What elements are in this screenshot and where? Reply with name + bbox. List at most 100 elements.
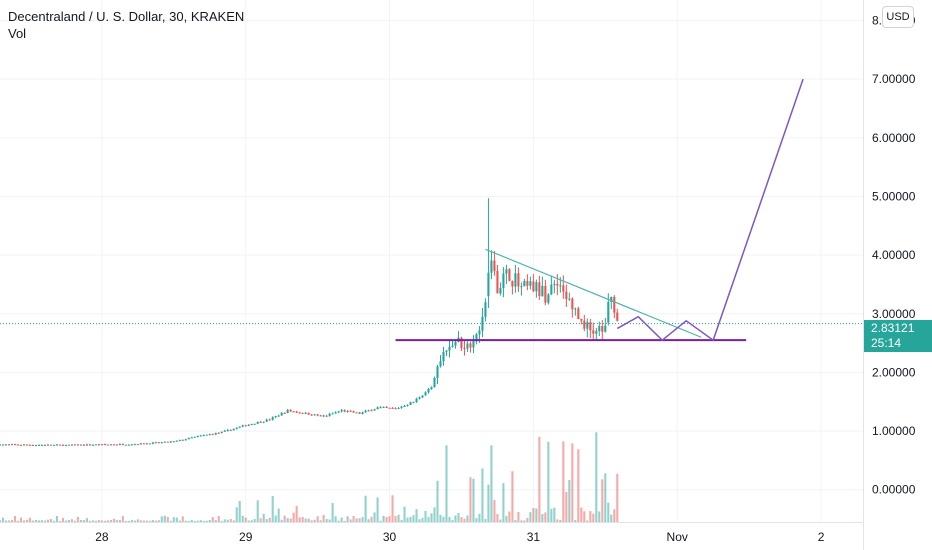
- candle-body: [541, 285, 544, 297]
- candle-body: [94, 444, 97, 446]
- candle-body: [304, 412, 307, 414]
- candle-body: [613, 296, 616, 313]
- candle-body: [268, 419, 271, 421]
- volume-bar: [319, 520, 322, 522]
- candle-body: [265, 419, 268, 422]
- candle-body: [208, 434, 211, 436]
- volume-bar: [616, 473, 619, 522]
- candle-body: [109, 444, 112, 446]
- volume-bar: [430, 513, 433, 522]
- volume-bar: [13, 516, 17, 522]
- volume-bar: [43, 520, 46, 522]
- candle-body: [25, 444, 29, 446]
- price-tick-label: 3.00000: [872, 307, 916, 321]
- volume-bar: [271, 495, 274, 522]
- candle-body: [193, 436, 196, 438]
- volume-bar: [88, 520, 91, 522]
- volume-bar: [226, 519, 229, 522]
- candle-body: [592, 330, 595, 334]
- candle-body: [577, 308, 580, 319]
- volume-bar: [292, 512, 295, 522]
- volume-bar: [568, 479, 571, 522]
- candle-body: [520, 286, 523, 288]
- volume-bar: [604, 473, 607, 522]
- volume-bar: [535, 508, 538, 522]
- price-tick-label: 7.00000: [872, 72, 916, 86]
- volume-bar: [112, 518, 115, 522]
- candle-body: [295, 411, 298, 413]
- volume-bar: [553, 507, 556, 522]
- volume-bar: [436, 480, 439, 522]
- candle-body: [70, 444, 73, 446]
- candle-body: [250, 423, 253, 425]
- volume-bar: [184, 520, 187, 522]
- volume-bar: [262, 513, 265, 522]
- volume-bar: [94, 520, 97, 522]
- volume-bar: [118, 519, 121, 522]
- price-tick-label: 4.00000: [872, 248, 916, 262]
- symbol-title[interactable]: Decentraland / U. S. Dollar, 30, KRAKEN: [8, 9, 245, 24]
- volume-bar: [289, 518, 292, 522]
- volume-label[interactable]: Vol: [8, 26, 27, 41]
- volume-bar: [517, 512, 520, 522]
- volume-bar: [499, 519, 502, 522]
- volume-bar: [250, 520, 253, 522]
- time-tick-label: 30: [383, 530, 397, 544]
- candle-body: [430, 386, 433, 389]
- volume-bar: [58, 520, 61, 522]
- volume-bar: [433, 507, 436, 522]
- candle-body: [172, 441, 175, 443]
- candle-body: [334, 412, 337, 414]
- volume-bar: [142, 520, 145, 522]
- candle-body: [283, 412, 286, 414]
- volume-bar: [139, 520, 142, 522]
- candle-body: [259, 421, 262, 423]
- candle-body: [403, 405, 406, 407]
- volume-bar: [0, 520, 2, 522]
- volume-bar: [310, 520, 313, 522]
- price-tick-label: 0.00000: [872, 483, 916, 497]
- volume-bar: [73, 520, 76, 522]
- volume-bar: [244, 517, 247, 522]
- candle-body: [556, 283, 559, 286]
- volume-bar: [163, 515, 166, 522]
- candle-body: [400, 406, 403, 408]
- volume-bar: [466, 515, 469, 522]
- candle-body: [214, 432, 217, 435]
- candle-body: [202, 435, 205, 437]
- volume-bar: [52, 520, 55, 522]
- currency-button[interactable]: USD: [882, 6, 914, 28]
- volume-bar: [196, 520, 199, 522]
- volume-bar: [7, 520, 11, 522]
- volume-bar: [520, 520, 523, 522]
- volume-bar: [601, 479, 604, 522]
- candle-body: [364, 410, 367, 413]
- volume-bar: [85, 518, 88, 522]
- volume-bar: [355, 518, 358, 522]
- candle-body: [1, 444, 5, 446]
- candle-body: [574, 308, 577, 310]
- volume-bar: [370, 516, 373, 522]
- volume-bar: [415, 509, 418, 522]
- descending-trendline[interactable]: [485, 248, 702, 338]
- candle-body: [478, 330, 481, 335]
- volume-bar: [343, 520, 346, 522]
- candle-body: [379, 407, 382, 409]
- volume-bar: [193, 520, 196, 522]
- projection-path[interactable]: [616, 78, 804, 342]
- candle-body: [376, 407, 379, 410]
- chart-legend: Decentraland / U. S. Dollar, 30, KRAKEN …: [8, 8, 244, 42]
- candle-body: [58, 444, 61, 446]
- volume-bar: [460, 517, 463, 522]
- candle-body: [67, 444, 70, 446]
- drawings[interactable]: [0, 78, 863, 342]
- candle-body: [220, 431, 223, 433]
- candle-body: [49, 444, 52, 446]
- volume-bar: [160, 516, 163, 522]
- candle-body: [580, 318, 583, 321]
- volume-bar: [130, 519, 133, 522]
- volume-bar: [445, 445, 448, 522]
- candle-body: [274, 416, 277, 418]
- volume-bar: [526, 517, 529, 522]
